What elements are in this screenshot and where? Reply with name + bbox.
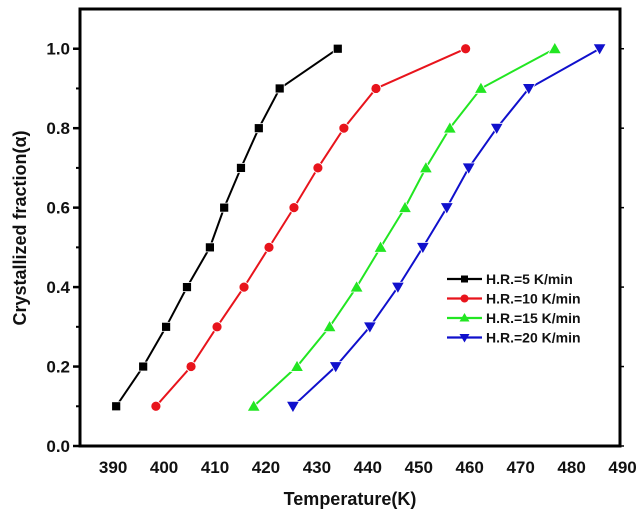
series-1 (111, 43, 343, 412)
data-point (473, 81, 489, 94)
data-point (592, 43, 607, 57)
x-tick-label: 450 (405, 458, 433, 477)
data-point (182, 282, 192, 292)
y-tick-label: 0.2 (46, 358, 70, 377)
legend-label: H.R.=20 K/min (486, 330, 581, 346)
x-tick-label: 400 (150, 458, 178, 477)
legend-marker (459, 334, 470, 343)
data-point (332, 43, 343, 54)
data-point (415, 242, 431, 255)
plot-border (78, 7, 622, 448)
plot-frame (78, 7, 622, 448)
data-point (219, 202, 230, 213)
data-point (138, 361, 149, 372)
y-tick-label: 0.8 (46, 119, 70, 138)
data-point (185, 361, 197, 372)
data-point (461, 162, 476, 176)
data-point (150, 400, 162, 412)
data-point (312, 162, 324, 174)
y-tick-label: 0.6 (46, 199, 70, 218)
data-point (373, 240, 388, 253)
x-tick-label: 490 (608, 458, 636, 477)
data-point (460, 43, 472, 55)
data-point (288, 202, 300, 214)
legend-marker (459, 313, 470, 322)
data-point (211, 321, 223, 333)
series-line (292, 47, 601, 408)
data-point (263, 241, 275, 253)
x-axis-ticks: 390 400 410 420 430 440 450 460 470 480 490 (99, 458, 637, 477)
x-tick-label: 410 (201, 458, 229, 477)
x-tick-label: 440 (354, 458, 382, 477)
data-point (236, 163, 246, 173)
data-point (161, 321, 171, 332)
data-point (322, 319, 337, 333)
data-point (289, 359, 305, 372)
data-point (442, 120, 458, 134)
legend-item: H.R.=15 K/min (447, 310, 581, 326)
y-tick-label: 0.0 (46, 437, 70, 456)
data-point (246, 398, 261, 412)
data-point (418, 160, 434, 174)
data-point (489, 122, 504, 136)
y-axis-ticks: 0.0 0.2 0.4 0.6 0.8 1.0 (46, 40, 624, 456)
legend-item: H.R.=20 K/min (447, 330, 581, 346)
data-point (328, 361, 343, 374)
x-tick-label: 470 (506, 458, 534, 477)
data-point (111, 401, 122, 412)
data-point (338, 122, 350, 134)
series-layer (111, 41, 607, 414)
data-point (238, 281, 250, 293)
series-3 (246, 41, 562, 412)
legend-item: H.R.=5 K/min (447, 271, 573, 287)
series-4 (285, 43, 607, 414)
legend-item: H.R.=10 K/min (447, 291, 581, 307)
x-tick-label: 480 (557, 458, 585, 477)
series-line (155, 47, 467, 407)
data-point (390, 281, 406, 295)
data-point (439, 202, 454, 215)
legend-marker (461, 275, 468, 283)
x-tick-label: 420 (252, 458, 280, 477)
legend: H.R.=5 K/min H.R.=10 K/min H.R.=15 K/min H.… (447, 271, 581, 346)
legend-label: H.R.=15 K/min (486, 310, 581, 326)
series-line (253, 47, 556, 408)
y-tick-label: 0.4 (46, 278, 70, 297)
x-axis-title: Temperature(K) (284, 489, 417, 509)
data-point (397, 200, 413, 213)
data-point (521, 83, 537, 96)
data-point (349, 279, 364, 293)
data-point (362, 321, 378, 335)
legend-label: H.R.=10 K/min (486, 291, 581, 307)
legend-label: H.R.=5 K/min (486, 271, 573, 287)
data-point (205, 242, 215, 253)
series-2 (150, 43, 472, 412)
y-axis-title: Crystallized fraction(α) (10, 130, 30, 325)
x-tick-label: 390 (99, 458, 127, 477)
y-tick-label: 1.0 (46, 40, 70, 59)
data-point (285, 400, 301, 414)
data-point (274, 83, 285, 94)
data-point (253, 123, 264, 134)
x-tick-label: 430 (303, 458, 331, 477)
data-point (547, 41, 562, 55)
legend-marker (460, 294, 469, 303)
data-point (370, 83, 382, 94)
x-tick-label: 460 (456, 458, 484, 477)
series-line (115, 47, 339, 407)
